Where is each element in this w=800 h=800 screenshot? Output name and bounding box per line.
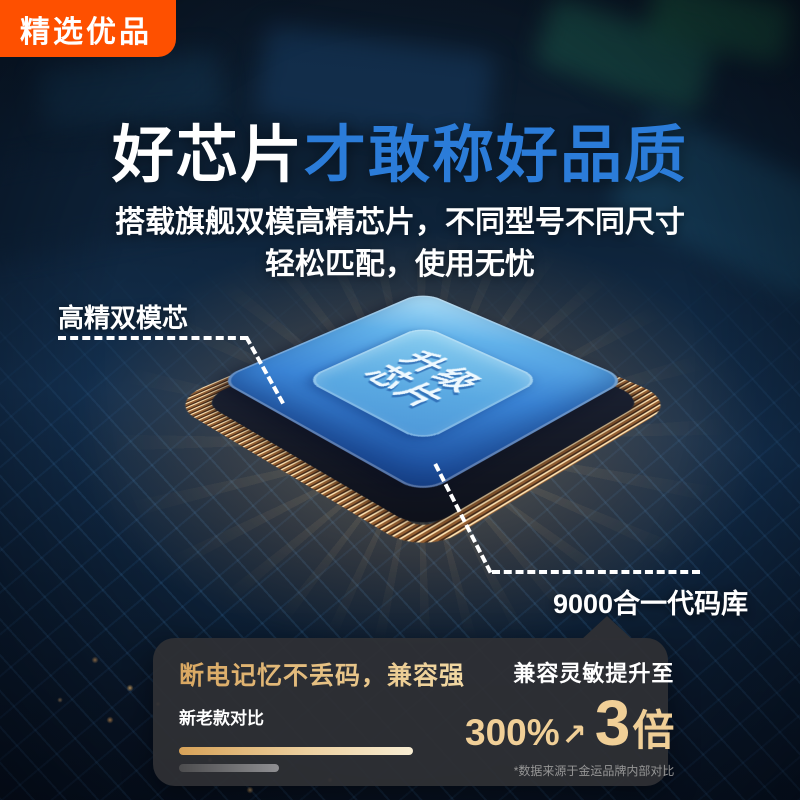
card-headline: 断电记忆不丢码，兼容强 bbox=[179, 656, 465, 692]
up-arrow-icon: ↗ bbox=[561, 719, 587, 752]
callout-right-label: 9000合一代码库 bbox=[553, 589, 749, 619]
multiplier-number: 3 bbox=[594, 687, 631, 759]
card-right-column: 兼容灵敏提升至 300% ↗ 3 倍 *数据来源于金运品牌内部对比 bbox=[465, 656, 675, 778]
card-pointer bbox=[581, 616, 633, 640]
badge-label: 精选优品 bbox=[20, 15, 152, 49]
card-right-title: 兼容灵敏提升至 bbox=[513, 661, 675, 686]
page-title: 好芯片才敢称好品质 bbox=[0, 104, 800, 194]
callout-left-label: 高精双模芯 bbox=[58, 303, 189, 333]
corner-badge: 精选优品 bbox=[0, 0, 176, 57]
subtitle-line2: 轻松匹配，使用无忧 bbox=[265, 248, 535, 281]
subtitle: 搭载旗舰双模高精芯片，不同型号不同尺寸 轻松匹配，使用无忧 bbox=[0, 202, 800, 286]
title-highlight: 好芯片 bbox=[111, 121, 304, 190]
feature-card: 断电记忆不丢码，兼容强 新老款对比 兼容灵敏提升至 300% ↗ 3 倍 *数据… bbox=[153, 616, 674, 786]
callout-right-dash-horizontal bbox=[492, 570, 700, 574]
subtitle-line1: 搭载旗舰双模高精芯片，不同型号不同尺寸 bbox=[115, 206, 685, 239]
title-rest: 才敢称好品质 bbox=[304, 121, 689, 190]
multiplier-unit: 倍 bbox=[632, 707, 675, 754]
stat-row: 300% ↗ 3 倍 bbox=[465, 686, 674, 760]
data-source-footnote: *数据来源于金运品牌内部对比 bbox=[513, 764, 675, 778]
card-left-column: 断电记忆不丢码，兼容强 新老款对比 bbox=[179, 656, 465, 772]
percent-value: 300% bbox=[465, 712, 560, 753]
callout-left-dash-horizontal bbox=[58, 336, 248, 340]
compare-bar-new bbox=[179, 747, 413, 756]
compare-label: 新老款对比 bbox=[179, 709, 264, 728]
compare-bar-old bbox=[179, 764, 279, 772]
